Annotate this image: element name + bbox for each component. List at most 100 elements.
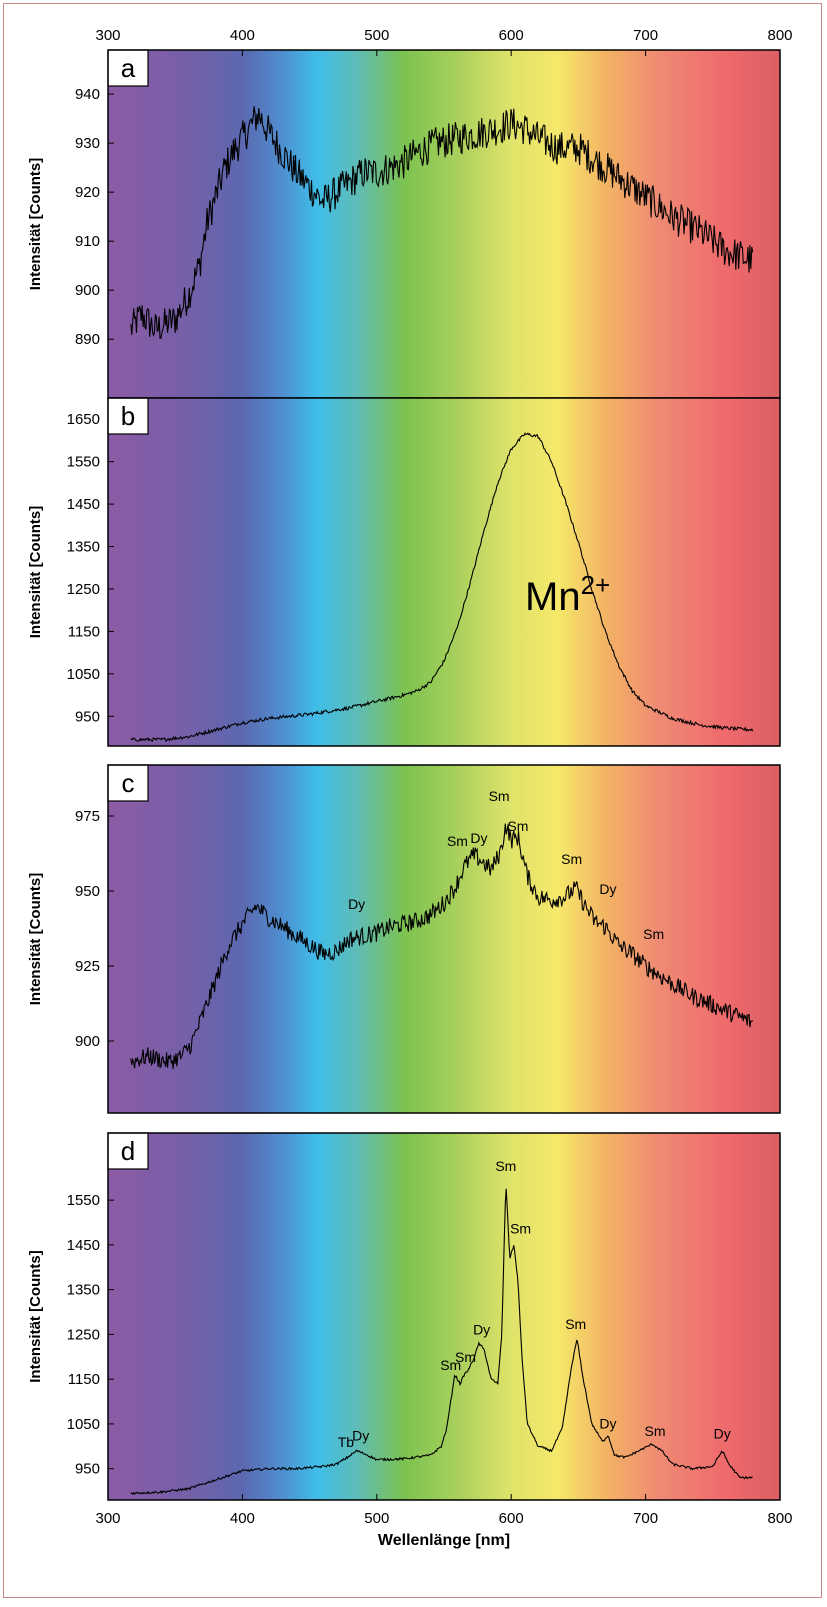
panel-a-background xyxy=(108,50,780,398)
x-tick-label-bottom: 700 xyxy=(633,1510,658,1527)
panel-letter: c xyxy=(122,768,135,798)
y-tick-label: 950 xyxy=(75,708,100,725)
spectrum-line-a xyxy=(130,106,754,339)
peak-annotation: Dy xyxy=(714,1426,731,1442)
annotation-text: Sm xyxy=(455,1349,476,1365)
peak-annotation: Sm xyxy=(510,1221,531,1237)
x-tick-label-bottom: 800 xyxy=(767,1510,792,1527)
y-tick-label: 910 xyxy=(75,233,100,250)
panel-a: 890 900 910 920 930 940 Intensität [Counts] a xyxy=(27,49,781,399)
annotation-text: Dy xyxy=(352,1427,369,1443)
panel-b-border xyxy=(107,397,781,747)
y-tick-label: 925 xyxy=(75,958,100,975)
y-tick-label: 975 xyxy=(75,808,100,825)
y-tick-label: 920 xyxy=(75,184,100,201)
panel-letter: b xyxy=(121,401,135,431)
panel-letter-box xyxy=(107,397,149,435)
annotation-text: Sm xyxy=(510,1221,531,1237)
panel-c-border xyxy=(107,764,781,1114)
y-tick-label: 1350 xyxy=(67,539,100,556)
y-tick-label: 890 xyxy=(75,331,100,348)
annotation-superscript: 2+ xyxy=(581,570,611,600)
annotation-text: Sm xyxy=(565,1316,586,1332)
peak-annotation: Dy xyxy=(352,1427,369,1443)
x-tick-label-top: 800 xyxy=(767,27,792,44)
panel-d: 950 1050 1150 1250 1350 1450 1550 Intensität [C… xyxy=(27,1132,781,1501)
y-axis-label: Intensität [Counts] xyxy=(27,1250,44,1383)
y-tick-label: 930 xyxy=(75,135,100,152)
panel-d-border xyxy=(107,1132,781,1501)
annotation-text: Sm xyxy=(561,851,582,867)
peak-annotation: Sm xyxy=(440,1357,461,1373)
panel-b-background xyxy=(108,398,780,746)
peak-annotation: Tb xyxy=(338,1434,355,1450)
peak-annotation: Sm xyxy=(489,788,510,804)
peak-annotation: Sm xyxy=(565,1316,586,1332)
x-tick-label-top: 400 xyxy=(230,27,255,44)
panel-b: 950 1050 1150 1250 1350 1450 1550 1650 Intensitä… xyxy=(27,397,781,747)
panel-c-background xyxy=(108,765,780,1113)
peak-annotation: Sm xyxy=(455,1349,476,1365)
y-tick-label: 1350 xyxy=(67,1282,100,1299)
x-tick-label-bottom: 400 xyxy=(230,1510,255,1527)
annotation-text: Sm xyxy=(643,926,664,942)
spectrum-line-b xyxy=(130,432,754,743)
y-tick-label: 900 xyxy=(75,282,100,299)
peak-annotation: Dy xyxy=(473,1321,490,1337)
x-tick-label-bottom: 600 xyxy=(499,1510,524,1527)
peak-annotation: Mn2+ xyxy=(525,570,610,619)
peak-annotation: Sm xyxy=(561,851,582,867)
y-tick-label: 1550 xyxy=(67,1192,100,1209)
y-tick-label: 1050 xyxy=(67,666,100,683)
x-tick-label-top: 500 xyxy=(364,27,389,44)
panel-letter: d xyxy=(121,1136,135,1166)
y-axis-label: Intensität [Counts] xyxy=(27,158,44,291)
annotation-text: Sm xyxy=(495,1158,516,1174)
panel-letter: a xyxy=(121,53,136,83)
annotation-text: Dy xyxy=(599,881,616,897)
annotation-text: Mn xyxy=(525,575,581,619)
x-tick-label-bottom: 300 xyxy=(95,1510,120,1527)
y-tick-label: 1450 xyxy=(67,1237,100,1254)
annotation-text: Sm xyxy=(447,833,468,849)
peak-annotation: Dy xyxy=(470,830,487,846)
peak-annotation: Sm xyxy=(643,926,664,942)
peak-annotation: Sm xyxy=(645,1423,666,1439)
y-tick-label: 1250 xyxy=(67,1326,100,1343)
y-tick-label: 900 xyxy=(75,1033,100,1050)
y-tick-label: 1250 xyxy=(67,581,100,598)
x-tick-label-top: 700 xyxy=(633,27,658,44)
peak-annotation: Sm xyxy=(507,818,528,834)
annotation-text: Dy xyxy=(473,1321,490,1337)
annotation-text: Sm xyxy=(507,818,528,834)
y-tick-label: 950 xyxy=(75,1461,100,1478)
annotation-text: Dy xyxy=(348,896,365,912)
spectrum-line-d xyxy=(130,1188,753,1496)
y-tick-label: 950 xyxy=(75,883,100,900)
annotation-text: Dy xyxy=(470,830,487,846)
y-tick-label: 1450 xyxy=(67,496,100,513)
x-axis-label: Wellenlänge [nm] xyxy=(378,1532,510,1549)
peak-annotation: Sm xyxy=(447,833,468,849)
y-tick-label: 1150 xyxy=(68,623,100,640)
y-tick-label: 1050 xyxy=(67,1416,100,1433)
y-tick-label: 940 xyxy=(75,86,100,103)
y-tick-label: 1550 xyxy=(67,454,100,471)
annotation-text: Dy xyxy=(714,1426,731,1442)
annotation-text: Sm xyxy=(489,788,510,804)
x-tick-label-bottom: 500 xyxy=(364,1510,389,1527)
y-tick-label: 1650 xyxy=(67,411,100,428)
x-tick-label-top: 600 xyxy=(499,27,524,44)
y-tick-label: 1150 xyxy=(68,1371,100,1388)
peak-annotation: Dy xyxy=(599,1415,616,1431)
peak-annotation: Dy xyxy=(599,881,616,897)
annotation-text: Dy xyxy=(599,1415,616,1431)
annotation-text: Sm xyxy=(645,1423,666,1439)
annotation-text: Sm xyxy=(440,1357,461,1373)
panel-d-background xyxy=(108,1133,780,1500)
peak-annotation: Sm xyxy=(495,1158,516,1174)
x-tick-label-top: 300 xyxy=(95,27,120,44)
